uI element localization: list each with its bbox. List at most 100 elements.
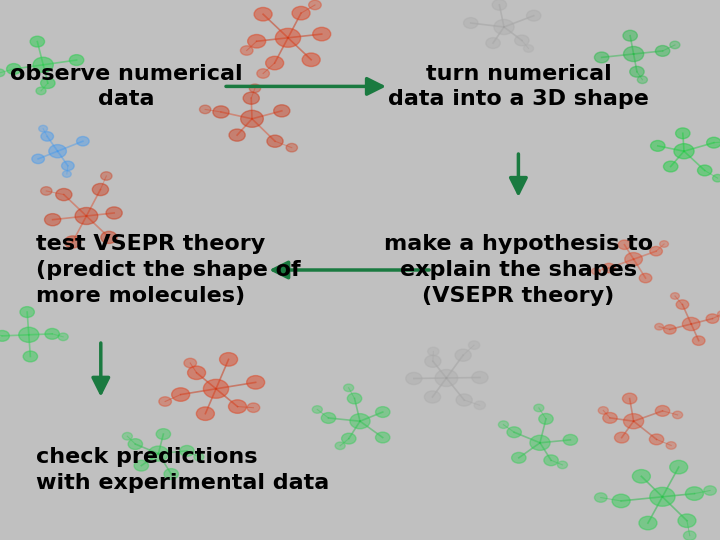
- Text: check predictions
with experimental data: check predictions with experimental data: [36, 447, 329, 492]
- Circle shape: [651, 140, 665, 151]
- Circle shape: [623, 30, 637, 41]
- Circle shape: [148, 446, 168, 461]
- Circle shape: [197, 407, 215, 421]
- Circle shape: [128, 438, 143, 449]
- Circle shape: [243, 92, 259, 104]
- Circle shape: [526, 10, 541, 21]
- Circle shape: [685, 487, 703, 501]
- Circle shape: [36, 87, 46, 94]
- Circle shape: [376, 432, 390, 443]
- Circle shape: [612, 494, 630, 508]
- Circle shape: [718, 311, 720, 318]
- Circle shape: [184, 358, 197, 368]
- Circle shape: [595, 493, 607, 502]
- Circle shape: [674, 144, 694, 159]
- Circle shape: [321, 413, 336, 423]
- Circle shape: [639, 516, 657, 530]
- Circle shape: [309, 0, 321, 10]
- Circle shape: [492, 0, 507, 10]
- Circle shape: [698, 165, 712, 176]
- Circle shape: [713, 174, 720, 182]
- Circle shape: [41, 132, 53, 141]
- Circle shape: [341, 433, 356, 444]
- Circle shape: [274, 105, 290, 117]
- Circle shape: [623, 393, 637, 404]
- Circle shape: [428, 347, 439, 356]
- Circle shape: [683, 318, 700, 330]
- Circle shape: [247, 376, 265, 389]
- Circle shape: [660, 241, 668, 247]
- Circle shape: [0, 69, 5, 77]
- Circle shape: [424, 391, 441, 403]
- Circle shape: [45, 214, 60, 226]
- Circle shape: [213, 106, 229, 118]
- Circle shape: [670, 461, 688, 474]
- Circle shape: [494, 19, 514, 35]
- Circle shape: [630, 66, 644, 77]
- Circle shape: [603, 413, 617, 423]
- Circle shape: [515, 35, 529, 46]
- Circle shape: [670, 41, 680, 49]
- Circle shape: [469, 341, 480, 349]
- Circle shape: [706, 314, 719, 323]
- Circle shape: [632, 470, 650, 483]
- Circle shape: [507, 427, 521, 437]
- Circle shape: [69, 55, 84, 65]
- Circle shape: [376, 407, 390, 417]
- Circle shape: [194, 453, 204, 461]
- Circle shape: [65, 236, 81, 248]
- Circle shape: [435, 369, 458, 387]
- Circle shape: [664, 325, 676, 334]
- Circle shape: [512, 453, 526, 463]
- Circle shape: [618, 240, 631, 249]
- Circle shape: [649, 487, 675, 507]
- Circle shape: [76, 137, 89, 146]
- Circle shape: [530, 435, 550, 450]
- Circle shape: [39, 125, 48, 132]
- Circle shape: [75, 207, 98, 225]
- Circle shape: [456, 394, 472, 406]
- Circle shape: [598, 407, 608, 414]
- Circle shape: [63, 171, 71, 177]
- Circle shape: [30, 36, 45, 47]
- Circle shape: [683, 531, 696, 540]
- Circle shape: [58, 333, 68, 341]
- Circle shape: [655, 406, 670, 416]
- Circle shape: [343, 384, 354, 392]
- Circle shape: [156, 429, 171, 440]
- Circle shape: [292, 6, 310, 20]
- Circle shape: [455, 349, 471, 361]
- Circle shape: [539, 414, 553, 424]
- Circle shape: [286, 144, 297, 152]
- Circle shape: [350, 414, 370, 429]
- Circle shape: [650, 246, 662, 256]
- Circle shape: [625, 253, 642, 266]
- Circle shape: [0, 330, 9, 341]
- Circle shape: [544, 455, 558, 465]
- Circle shape: [655, 45, 670, 56]
- Circle shape: [425, 355, 441, 367]
- Circle shape: [654, 323, 664, 330]
- Circle shape: [464, 18, 478, 29]
- Circle shape: [164, 469, 179, 480]
- Text: observe numerical
data: observe numerical data: [9, 64, 243, 109]
- Circle shape: [624, 46, 644, 62]
- Circle shape: [101, 172, 112, 180]
- Circle shape: [312, 406, 323, 413]
- Circle shape: [247, 403, 260, 413]
- Circle shape: [49, 145, 66, 158]
- Text: test VSEPR theory
(predict the shape of
more molecules): test VSEPR theory (predict the shape of …: [36, 234, 301, 306]
- Circle shape: [122, 433, 132, 440]
- Circle shape: [676, 300, 689, 309]
- Circle shape: [228, 400, 246, 413]
- Circle shape: [534, 404, 544, 411]
- Circle shape: [406, 373, 422, 384]
- Circle shape: [693, 336, 705, 346]
- Circle shape: [266, 56, 284, 70]
- Circle shape: [649, 434, 664, 445]
- Circle shape: [204, 379, 229, 398]
- Circle shape: [592, 268, 600, 275]
- Circle shape: [254, 8, 272, 21]
- Circle shape: [474, 401, 485, 409]
- Circle shape: [637, 76, 647, 84]
